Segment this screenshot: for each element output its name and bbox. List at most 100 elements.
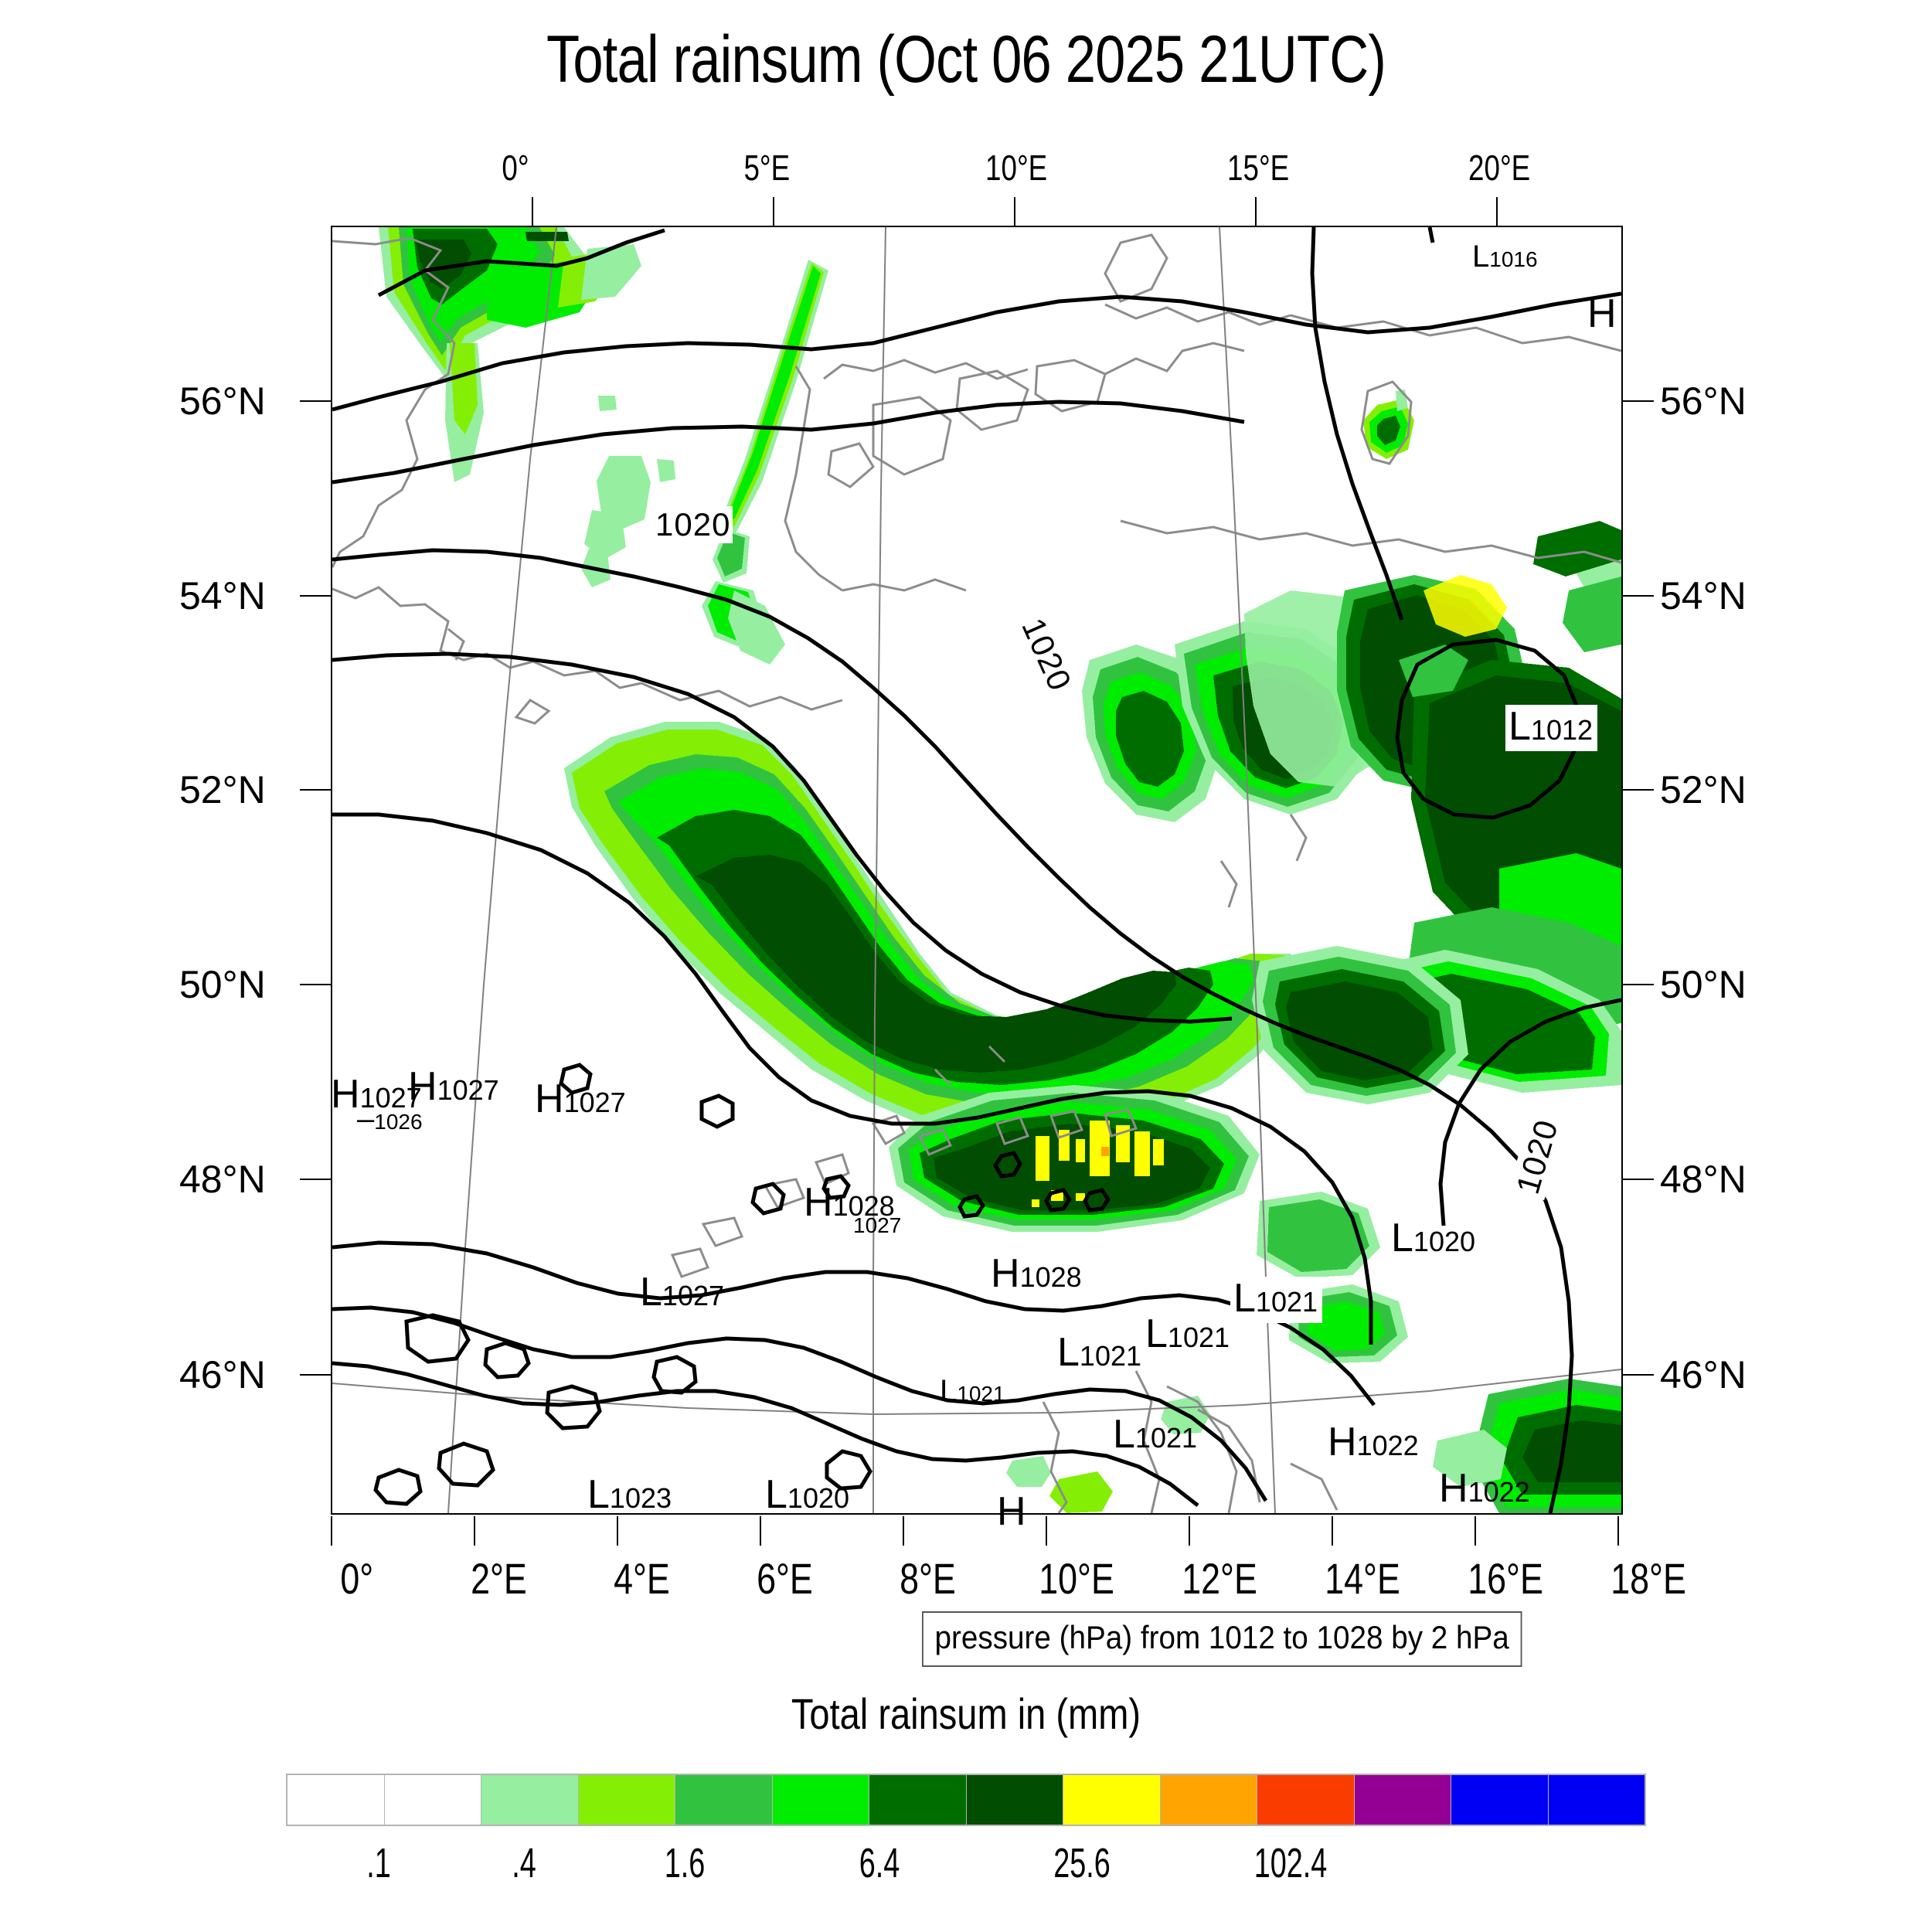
left-tick-mark-0 — [300, 400, 331, 402]
pressure-marker-l-1021-e: L1021 — [1113, 1414, 1197, 1454]
marker-value: 1023 — [609, 1482, 672, 1514]
marker-value: 1026 — [374, 1110, 423, 1134]
marker-value: 1027 — [359, 1082, 422, 1114]
marker-type: L — [587, 1472, 610, 1517]
colorbar-swatch-11 — [1354, 1775, 1451, 1825]
colorbar-swatch-3 — [578, 1775, 675, 1825]
marker-type: H — [1439, 1466, 1468, 1511]
bottom-tick-label-1: 2°E — [471, 1554, 527, 1603]
pressure-marker-l-1021-d: L1021 — [940, 1376, 1005, 1406]
page-title: Total rainsum (Oct 06 2025 21UTC) — [546, 22, 1386, 97]
marker-type: H — [991, 1251, 1020, 1296]
left-lat-label-4: 48°N — [179, 1158, 266, 1201]
colorbar-label-0: .1 — [366, 1840, 391, 1886]
pressure-marker-l-1016: L1016 — [1472, 241, 1538, 272]
top-tick-mark-4 — [1496, 197, 1498, 226]
weather-map[interactable] — [331, 226, 1623, 1515]
marker-value: 1021 — [1079, 1340, 1142, 1372]
coastline-layer — [332, 233, 1621, 1513]
bottom-tick-label-9: 18°E — [1611, 1554, 1686, 1603]
marker-type: H — [535, 1077, 564, 1121]
right-lat-label-2: 52°N — [1660, 768, 1747, 811]
left-tick-mark-5 — [300, 1374, 331, 1376]
marker-type: L — [1391, 1216, 1413, 1260]
marker-value: 1021 — [1255, 1286, 1318, 1318]
marker-value: 1020 — [787, 1482, 850, 1514]
right-tick-mark-4 — [1623, 1179, 1654, 1180]
bottom-tick-mark-4 — [903, 1516, 904, 1546]
pressure-marker-l-1012: L1012 — [1505, 705, 1598, 751]
marker-type: L — [1113, 1412, 1135, 1457]
colorbar-label-5: 102.4 — [1253, 1840, 1328, 1886]
pressure-marker-h-1022-b: H1022 — [1439, 1468, 1530, 1509]
colorbar-swatch-4 — [675, 1775, 773, 1825]
colorbar-swatch-7 — [966, 1775, 1063, 1825]
right-lat-label-3: 50°N — [1660, 963, 1747, 1006]
right-tick-mark-0 — [1623, 400, 1654, 402]
contour-label-1020-a: 1020 — [653, 506, 733, 543]
left-tick-mark-4 — [300, 1179, 331, 1180]
marker-type: L — [1145, 1311, 1168, 1356]
left-tick-mark-1 — [300, 595, 331, 597]
colorbar-swatch-1 — [384, 1775, 481, 1825]
left-lat-label-0: 56°N — [179, 379, 266, 423]
right-tick-mark-1 — [1623, 595, 1654, 597]
bottom-tick-mark-5 — [1046, 1516, 1047, 1546]
bottom-tick-mark-0 — [331, 1516, 332, 1546]
pressure-marker-l-1021-c: L1021 — [1145, 1314, 1230, 1354]
marker-type: – — [357, 1102, 375, 1136]
colorbar-label-3: 6.4 — [859, 1840, 900, 1886]
colorbar-swatch-13 — [1548, 1775, 1645, 1825]
marker-value: 1021 — [1134, 1422, 1198, 1454]
bottom-tick-mark-6 — [1189, 1516, 1190, 1546]
top-tick-mark-3 — [1255, 197, 1257, 226]
pressure-marker-h-1027-c: H1027 — [535, 1079, 626, 1119]
marker-value: 1021 — [957, 1382, 1005, 1406]
left-lat-label-1: 54°N — [179, 574, 266, 617]
top-tick-mark-1 — [773, 197, 774, 226]
bottom-tick-mark-7 — [1332, 1516, 1333, 1546]
pressure-marker-l-1023: L1023 — [587, 1475, 672, 1515]
colorbar-caption: Total rainsum in (mm) — [791, 1689, 1141, 1738]
pressure-marker-h-1027-b: H1027 — [408, 1066, 499, 1107]
top-tick-mark-0 — [532, 197, 533, 226]
colorbar-swatch-12 — [1451, 1775, 1549, 1825]
bottom-tick-label-8: 16°E — [1468, 1554, 1543, 1603]
left-lat-label-2: 52°N — [179, 768, 266, 811]
pressure-marker-h-edge-top: H — [1587, 294, 1617, 334]
left-lat-label-5: 46°N — [179, 1353, 266, 1396]
marker-value: 1027 — [437, 1074, 499, 1106]
marker-value: 1022 — [1468, 1476, 1530, 1508]
marker-value: 1012 — [1530, 714, 1594, 746]
top-tick-label-3: 15°E — [1227, 148, 1290, 188]
marker-value: 1020 — [1413, 1226, 1476, 1257]
colorbar-swatch-9 — [1160, 1775, 1257, 1825]
colorbar[interactable] — [286, 1774, 1646, 1826]
marker-value: 1022 — [1356, 1430, 1419, 1461]
pressure-marker-l-1020-a: L1020 — [1391, 1218, 1475, 1258]
marker-value: 1021 — [1167, 1321, 1230, 1353]
bottom-tick-label-3: 6°E — [757, 1554, 813, 1603]
top-tick-label-1: 5°E — [743, 148, 791, 188]
marker-value: 1027 — [662, 1280, 725, 1311]
colorbar-label-1: .4 — [512, 1840, 536, 1886]
marker-type: L — [1233, 1276, 1256, 1321]
pressure-marker-h-1027-a: H1027 — [331, 1074, 422, 1114]
pressure-marker-h-edge-bottom: H — [997, 1492, 1026, 1532]
bottom-tick-mark-9 — [1617, 1516, 1619, 1546]
right-lat-label-1: 54°N — [1660, 574, 1747, 617]
top-tick-label-0: 0° — [502, 148, 529, 188]
marker-type: H — [997, 1489, 1026, 1534]
colorbar-swatch-8 — [1063, 1775, 1161, 1825]
top-tick-label-2: 10°E — [985, 148, 1048, 188]
pressure-marker-h-1028-b: H1028 — [988, 1252, 1087, 1298]
colorbar-swatch-5 — [772, 1775, 869, 1825]
map-canvas — [332, 227, 1621, 1513]
right-tick-mark-2 — [1623, 789, 1654, 791]
pressure-marker-l-1020-b: L1020 — [765, 1475, 849, 1515]
left-tick-mark-2 — [300, 789, 331, 791]
right-lat-label-0: 56°N — [1660, 379, 1747, 423]
bottom-tick-label-5: 10°E — [1039, 1554, 1114, 1603]
marker-type: H — [331, 1072, 360, 1117]
right-tick-mark-3 — [1623, 984, 1654, 985]
